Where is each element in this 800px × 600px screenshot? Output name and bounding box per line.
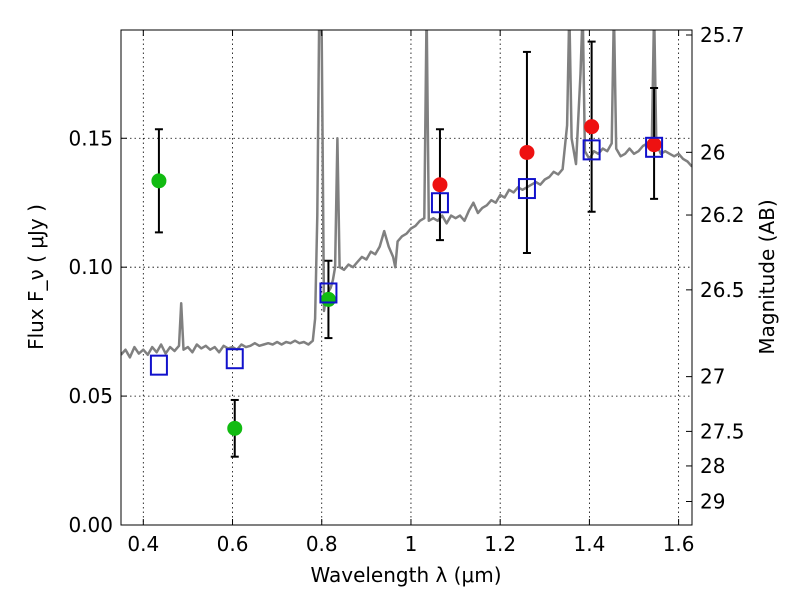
y-axis-title: Flux F_ν ( μJy ) (24, 204, 48, 350)
y-tick-label: 0.10 (68, 255, 113, 279)
x-tick-label: 0.6 (217, 532, 249, 556)
x-tick-label: 1 (405, 532, 418, 556)
y-tick-label: 0.05 (68, 384, 113, 408)
data-point-square (582, 139, 601, 161)
right-tick-label: 26.2 (700, 203, 745, 227)
spectrum-layer (121, 30, 692, 359)
x-tick-label: 1.6 (663, 532, 695, 556)
data-point-circle (151, 173, 167, 189)
right-axis-ticks: 25.7 26 26.2 26.5 27 27.5 28 29 (686, 23, 745, 513)
right-tick-label: 27 (700, 365, 725, 389)
y-tick-label: 0.15 (68, 126, 113, 150)
grid (121, 30, 692, 526)
right-axis-title: Magnitude (AB) (755, 199, 779, 354)
x-axis-ticks: 0.4 0.6 0.8 1 1.2 1.4 1.6 (127, 30, 695, 556)
data-point-circle (584, 119, 600, 135)
y-axis-ticks: 0.00 0.05 0.10 0.15 (68, 126, 127, 537)
data-point-square (225, 348, 244, 370)
x-tick-label: 0.8 (306, 532, 338, 556)
right-tick-label: 28 (700, 454, 725, 478)
marker-layer (149, 119, 664, 436)
data-point-circle (519, 144, 535, 160)
x-tick-label: 1.4 (573, 532, 605, 556)
right-tick-label: 27.5 (700, 419, 745, 443)
right-tick-label: 25.7 (700, 23, 745, 47)
x-axis-title: Wavelength λ (μm) (310, 563, 501, 587)
plot-frame (120, 29, 693, 526)
right-tick-label: 26.5 (700, 278, 745, 302)
data-point-circle (227, 420, 243, 436)
data-point-circle (646, 137, 662, 153)
data-point-square (430, 192, 449, 214)
data-point-square (319, 282, 338, 304)
plot-area (121, 30, 692, 525)
x-tick-label: 1.2 (484, 532, 516, 556)
data-point-circle (320, 291, 336, 307)
data-point-circle (432, 177, 448, 193)
spectrum-line (121, 30, 692, 359)
data-point-square (517, 178, 536, 200)
right-tick-label: 29 (700, 489, 725, 513)
x-tick-label: 0.4 (127, 532, 159, 556)
y-tick-label: 0.00 (68, 513, 113, 537)
right-tick-label: 26 (700, 140, 725, 164)
data-point-square (645, 136, 664, 158)
data-point-square (149, 354, 168, 376)
